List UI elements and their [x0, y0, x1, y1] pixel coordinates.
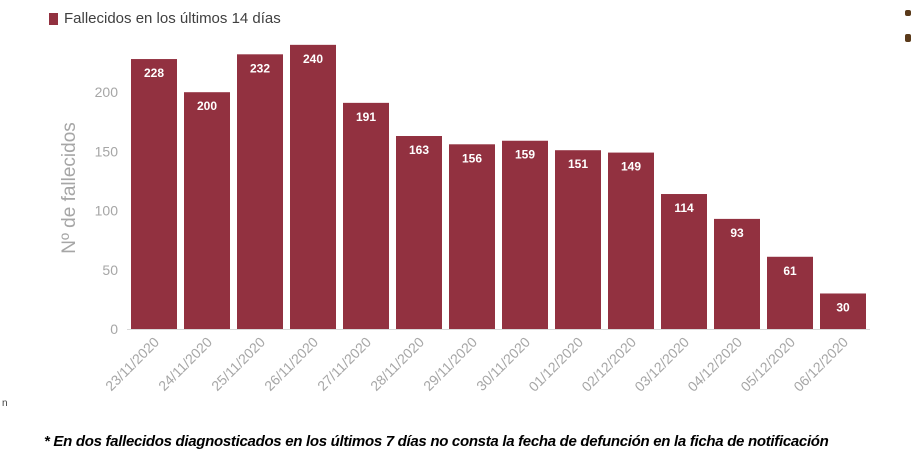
data-label: 240 — [303, 52, 323, 66]
data-label: 232 — [250, 61, 270, 75]
bar — [661, 194, 707, 329]
data-label: 151 — [568, 157, 588, 171]
bar — [502, 140, 548, 329]
x-tick-label: 03/12/2020 — [631, 334, 692, 395]
x-tick-label: 24/11/2020 — [155, 334, 215, 394]
data-label: 200 — [197, 99, 217, 113]
data-label: 228 — [144, 66, 164, 80]
bar — [608, 152, 654, 329]
x-tick-label: 23/11/2020 — [102, 334, 162, 394]
edge-mark-top — [905, 10, 911, 16]
bar — [396, 136, 442, 329]
bar — [449, 144, 495, 329]
x-tick-label: 01/12/2020 — [525, 334, 586, 395]
bar — [714, 218, 760, 329]
x-tick-label: 05/12/2020 — [737, 334, 798, 395]
bar — [290, 44, 336, 330]
data-label: 114 — [674, 201, 694, 215]
x-tick-label: 28/11/2020 — [367, 334, 427, 394]
x-tick-label: 02/12/2020 — [578, 334, 639, 395]
data-label: 61 — [783, 264, 797, 278]
y-tick-label: 50 — [102, 262, 118, 278]
data-label: 30 — [836, 300, 850, 314]
data-label: 149 — [621, 160, 641, 174]
y-tick-label: 0 — [110, 321, 118, 337]
x-tick-label: 29/11/2020 — [420, 334, 480, 394]
bar — [184, 92, 230, 329]
x-tick-label: 04/12/2020 — [684, 334, 745, 395]
bar — [131, 59, 177, 329]
bar — [343, 102, 389, 329]
legend-label: Fallecidos en los últimos 14 días — [64, 10, 281, 27]
data-label: 191 — [356, 110, 376, 124]
data-label: 163 — [409, 143, 429, 157]
edge-mark-bottom — [905, 34, 911, 42]
y-axis-label: Nº de fallecidos — [59, 122, 80, 254]
bar — [767, 256, 813, 329]
edge-text-fragment: n — [2, 398, 8, 409]
x-tick-label: 30/11/2020 — [473, 334, 533, 394]
data-label: 159 — [515, 148, 535, 162]
y-tick-label: 100 — [95, 203, 119, 219]
y-tick-label: 150 — [95, 143, 119, 159]
bar — [237, 54, 283, 329]
x-tick-label: 27/11/2020 — [314, 334, 374, 394]
bar — [820, 293, 866, 329]
bar — [555, 150, 601, 329]
data-label: 156 — [462, 151, 482, 165]
footnote: * En dos fallecidos diagnosticados en lo… — [44, 433, 829, 450]
x-tick-label: 25/11/2020 — [208, 334, 268, 394]
x-tick-label: 26/11/2020 — [261, 334, 321, 394]
data-label: 93 — [730, 226, 744, 240]
legend: Fallecidos en los últimos 14 días — [49, 10, 281, 27]
y-tick-label: 200 — [95, 84, 119, 100]
x-tick-label: 06/12/2020 — [790, 334, 851, 395]
legend-swatch — [49, 12, 58, 25]
